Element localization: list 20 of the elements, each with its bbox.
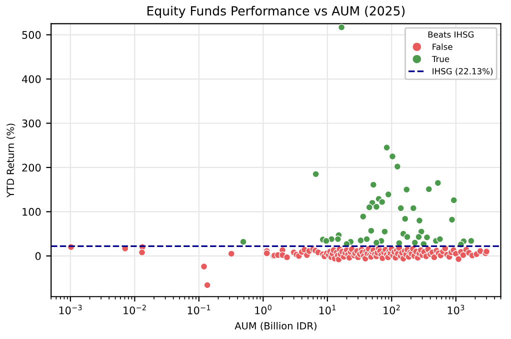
x-tick-label: 10$^{2}$ bbox=[384, 304, 400, 314]
x-tick-label: 10$^{−3}$ bbox=[59, 304, 82, 314]
y-tick-label: 0 bbox=[35, 252, 41, 260]
y-tick-label: 300 bbox=[22, 119, 41, 128]
y-tick-label: 200 bbox=[22, 164, 41, 172]
legend-label: IHSG (22.13%) bbox=[432, 68, 493, 76]
x-tick-label: 10$^{−1}$ bbox=[188, 304, 210, 314]
x-tick-label: 10$^{1}$ bbox=[319, 304, 336, 314]
x-tick-label: 10$^{0}$ bbox=[255, 304, 272, 314]
x-tick-label: 10$^{−2}$ bbox=[124, 304, 146, 314]
x-axis-title: AUM (Billion IDR) bbox=[234, 322, 316, 331]
y-tick-label: 400 bbox=[22, 75, 41, 84]
legend-label: False bbox=[432, 43, 452, 50]
chart-title: Equity Funds Performance vs AUM (2025) bbox=[147, 6, 405, 18]
x-tick-label: 10$^{3}$ bbox=[448, 304, 464, 314]
y-tick-label: 500 bbox=[22, 31, 41, 39]
y-tick-label: 100 bbox=[22, 208, 41, 216]
legend-title: Beats IHSG bbox=[428, 31, 474, 38]
y-axis-title: YTD Return (%) bbox=[6, 124, 16, 198]
legend-label: True bbox=[432, 56, 450, 62]
